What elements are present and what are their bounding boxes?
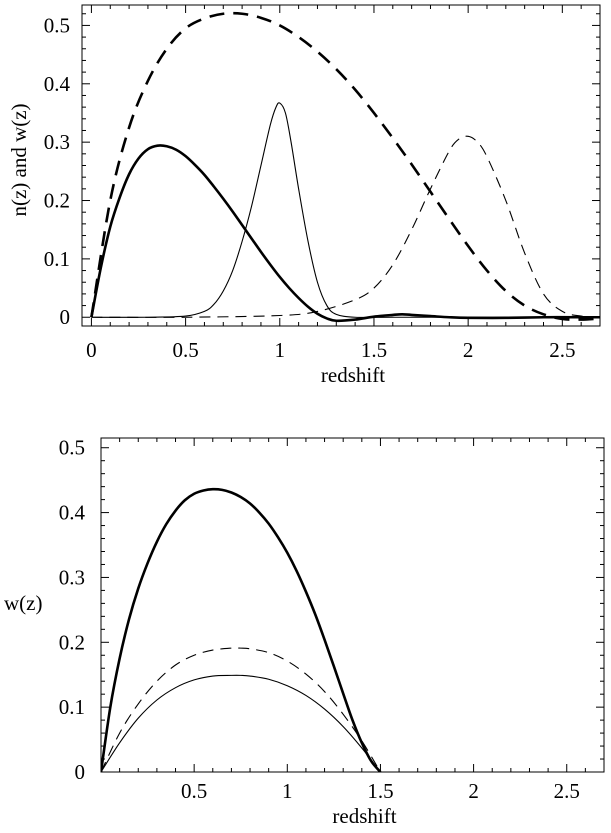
x-axis-label: redshift: [332, 804, 396, 828]
y-tick-label: 0.3: [44, 130, 70, 154]
y-tick-label: 0.2: [59, 630, 85, 654]
y-tick-label: 0: [75, 760, 86, 784]
x-tick-label: 0: [86, 338, 97, 362]
x-tick-label: 2: [468, 779, 479, 803]
y-tick-label: 0.1: [59, 695, 85, 719]
x-tick-label: 1: [282, 779, 293, 803]
y-tick-label: 0.5: [59, 436, 85, 460]
y-axis-label: n(z) and w(z): [7, 103, 31, 216]
y-tick-label: 0.1: [44, 247, 70, 271]
x-tick-label: 1.5: [361, 338, 387, 362]
series-line-thin-dashed: [91, 135, 600, 318]
series-line-thick-dashed: [90, 11, 600, 321]
x-tick-label: 2.5: [554, 779, 580, 803]
y-tick-label: 0.2: [44, 189, 70, 213]
x-tick-label: 2: [463, 338, 474, 362]
series-line-thin-solid: [101, 674, 381, 772]
series-line-thick-solid: [101, 487, 382, 772]
plot-frame: [100, 437, 605, 773]
y-tick-label: 0.5: [44, 13, 70, 37]
x-tick-label: 0.5: [181, 779, 207, 803]
top-chart-panel: 0 0.5 1 1.5 2 2.5 0 0.1 0.2 0.3 0.4 0.5 redshift n(z)…: [7, 4, 601, 387]
y-tick-label: 0: [60, 305, 71, 329]
y-tick-label: 0.3: [59, 565, 85, 589]
x-tick-label: 0.5: [172, 338, 198, 362]
plot-frame: [81, 4, 601, 327]
x-tick-label: 2.5: [549, 338, 575, 362]
series-line-thin-solid: [91, 102, 600, 319]
series-line-thin-dashed: [101, 647, 381, 772]
x-tick-label: 1.5: [367, 779, 393, 803]
x-tick-label: 1: [275, 338, 286, 362]
bottom-chart-panel: 0.5 1 1.5 2 2.5 0 0.1 0.2 0.3 0.4 0.5 redshift w(z): [4, 436, 605, 828]
series-line-thick-solid: [90, 144, 600, 323]
y-tick-label: 0.4: [59, 501, 86, 525]
y-axis-label: w(z): [4, 591, 42, 615]
x-axis-label: redshift: [321, 363, 385, 387]
y-tick-label: 0.4: [44, 72, 71, 96]
